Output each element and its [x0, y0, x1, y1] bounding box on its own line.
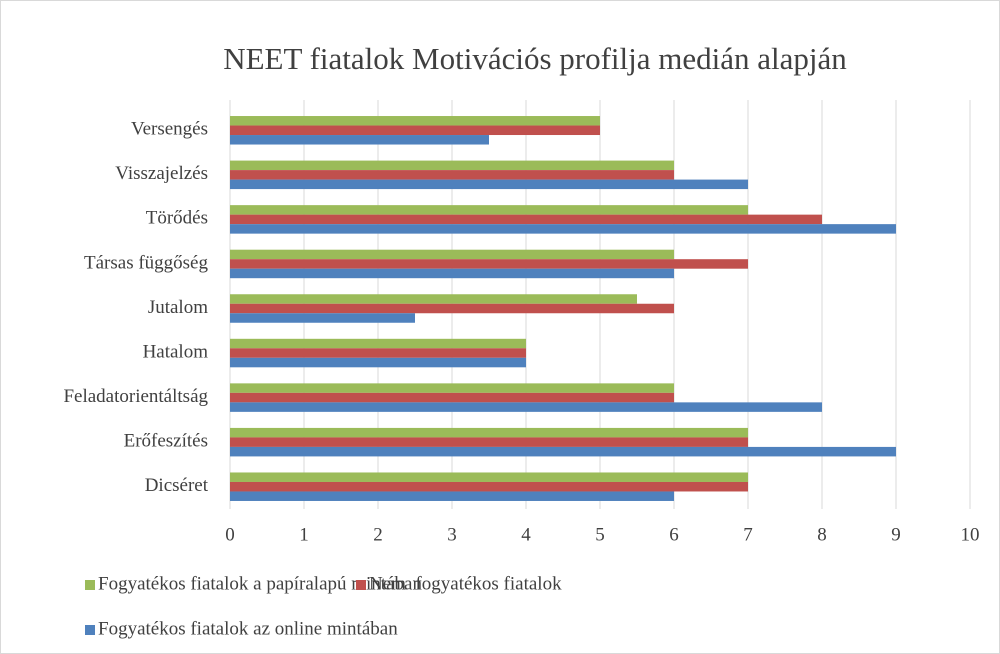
bar: [230, 348, 526, 358]
bar: [230, 392, 674, 403]
x-tick-label: 6: [669, 524, 679, 545]
legend-label: Nem fogyatékos fiatalok: [369, 573, 562, 594]
bar: [230, 491, 674, 501]
x-tick-label: 9: [891, 524, 901, 545]
bar: [230, 214, 822, 225]
legend-swatch: [85, 625, 95, 635]
bar: [230, 205, 748, 215]
bar: [230, 135, 489, 145]
bar: [230, 437, 748, 447]
bar: [230, 294, 637, 304]
bar: [230, 268, 674, 279]
x-tick-label: 4: [521, 524, 531, 545]
legend-label: Fogyatékos fiatalok a papíralapú mintába…: [98, 573, 422, 594]
y-tick-label: Társas függőség: [84, 252, 208, 273]
chart-title: NEET fiatalok Motivációs profilja medián…: [223, 41, 847, 76]
y-tick-label: Feladatorientáltság: [63, 386, 208, 407]
bar: [230, 357, 526, 368]
bar: [230, 249, 674, 260]
bar: [230, 116, 600, 126]
legend-label: Fogyatékos fiatalok az online mintában: [98, 618, 398, 639]
y-tick-label: Erőfeszítés: [124, 431, 208, 452]
x-tick-label: 0: [225, 524, 235, 545]
bar: [230, 179, 748, 190]
x-tick-label: 1: [299, 524, 309, 545]
x-tick-label: 2: [373, 524, 383, 545]
y-tick-label: Hatalom: [143, 341, 209, 362]
bar: [230, 259, 748, 269]
x-tick-label: 7: [743, 524, 753, 545]
bar: [230, 338, 526, 349]
bar: [230, 446, 896, 457]
y-tick-label: Törődés: [146, 208, 208, 229]
y-tick-label: Visszajelzés: [115, 163, 208, 184]
y-tick-label: Versengés: [131, 119, 208, 140]
y-tick-label: Dicséret: [145, 475, 209, 496]
bar: [230, 160, 674, 171]
bar: [230, 383, 674, 393]
bar: [230, 170, 674, 180]
bar: [230, 125, 600, 136]
x-tick-label: 3: [447, 524, 457, 545]
bar: [230, 224, 896, 234]
x-tick-label: 5: [595, 524, 605, 545]
bar: [230, 472, 748, 482]
bar: [230, 427, 748, 438]
legend-swatch: [356, 580, 366, 590]
x-tick-label: 8: [817, 524, 827, 545]
bar: [230, 481, 748, 492]
x-tick-label: 10: [961, 524, 980, 545]
legend-swatch: [85, 580, 95, 590]
bar: [230, 303, 674, 314]
y-tick-label: Jutalom: [148, 297, 208, 318]
bar: [230, 313, 415, 323]
bar: [230, 402, 822, 412]
